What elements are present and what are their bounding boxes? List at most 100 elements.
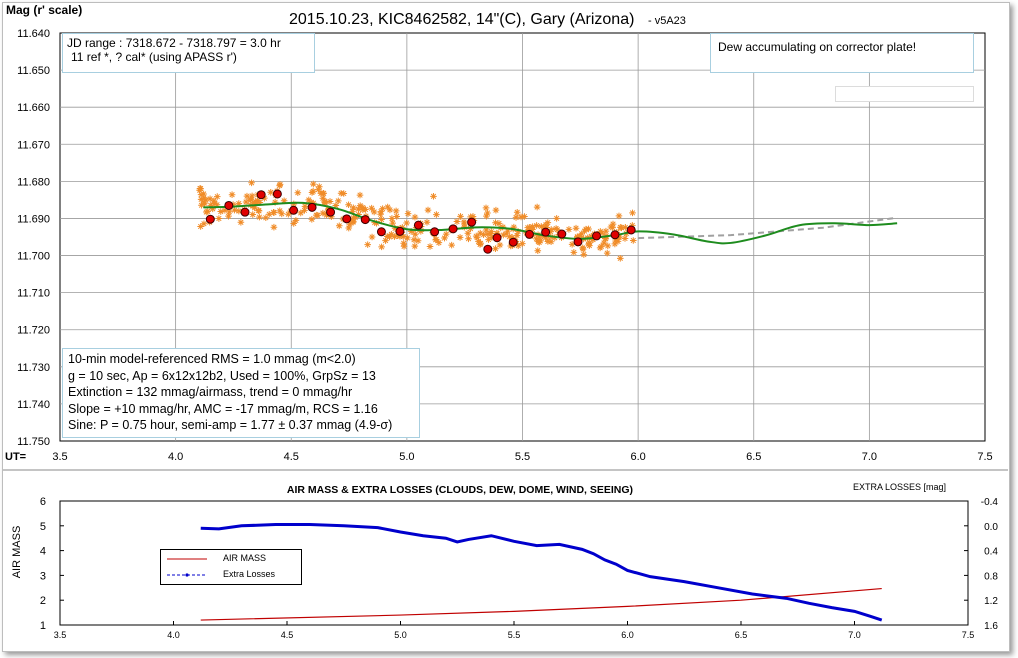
raw-point bbox=[350, 204, 357, 212]
raw-point bbox=[473, 234, 481, 241]
raw-point bbox=[368, 204, 375, 212]
binned-point bbox=[224, 200, 234, 210]
airmass-legend: AIR MASS Extra Losses bbox=[160, 549, 302, 585]
raw-point bbox=[621, 235, 629, 242]
raw-point bbox=[526, 224, 533, 231]
binned-point bbox=[342, 214, 352, 224]
binned-point bbox=[448, 224, 458, 234]
raw-point bbox=[572, 224, 580, 232]
raw-point bbox=[290, 200, 298, 208]
raw-point bbox=[335, 222, 343, 230]
raw-point bbox=[248, 179, 255, 187]
top-y-tick-label: 11.680 bbox=[17, 176, 50, 188]
raw-point bbox=[480, 231, 487, 239]
raw-point bbox=[512, 214, 520, 221]
raw-point bbox=[514, 242, 522, 250]
raw-point bbox=[362, 206, 369, 213]
bottom-x-tick-label: 5.5 bbox=[508, 630, 521, 640]
raw-point bbox=[355, 211, 362, 218]
raw-point bbox=[217, 208, 225, 215]
bottom-y-tick-label: 4 bbox=[40, 546, 46, 558]
raw-point bbox=[448, 241, 455, 249]
binned-point bbox=[240, 207, 250, 217]
raw-point bbox=[319, 194, 327, 202]
legend-losses-label: Extra Losses bbox=[223, 569, 276, 579]
raw-point bbox=[492, 219, 499, 227]
raw-point bbox=[488, 234, 496, 241]
raw-point bbox=[510, 223, 518, 231]
raw-point bbox=[213, 193, 221, 200]
raw-point bbox=[582, 225, 590, 233]
raw-point bbox=[533, 235, 540, 243]
bottom-y-tick-label: 3 bbox=[40, 570, 46, 582]
raw-point bbox=[378, 243, 385, 251]
raw-point bbox=[403, 219, 410, 227]
bottom-y-tick-label: 1 bbox=[40, 620, 46, 632]
raw-point bbox=[580, 251, 588, 258]
binned-point bbox=[492, 233, 502, 243]
raw-point bbox=[426, 243, 434, 250]
raw-point bbox=[231, 206, 238, 214]
bottom-y2-tick-label: -0.4 bbox=[981, 497, 999, 508]
binned-point bbox=[541, 227, 551, 237]
binned-point bbox=[626, 225, 636, 235]
raw-point bbox=[603, 249, 611, 257]
raw-point bbox=[477, 240, 484, 247]
raw-point bbox=[391, 233, 398, 240]
raw-point bbox=[404, 210, 412, 217]
raw-point bbox=[612, 236, 620, 244]
empty-note-box bbox=[835, 86, 974, 102]
stats-slope: Slope = +10 mmag/hr, AMC = -17 mmag/m, R… bbox=[68, 401, 378, 416]
raw-point bbox=[601, 235, 609, 242]
raw-point bbox=[211, 200, 218, 207]
raw-point bbox=[197, 185, 204, 192]
raw-point bbox=[332, 202, 340, 209]
top-x-tick-label: 5.5 bbox=[515, 451, 530, 463]
raw-point bbox=[334, 197, 342, 205]
raw-point bbox=[411, 242, 419, 250]
raw-point bbox=[270, 209, 277, 216]
raw-point bbox=[294, 189, 302, 197]
raw-point bbox=[235, 207, 243, 215]
raw-point bbox=[495, 220, 503, 227]
raw-point bbox=[379, 205, 386, 212]
raw-point bbox=[249, 211, 257, 218]
raw-point bbox=[487, 230, 495, 237]
raw-point bbox=[537, 223, 545, 230]
raw-point bbox=[611, 240, 619, 248]
raw-point bbox=[243, 192, 251, 200]
binned-point bbox=[592, 231, 601, 241]
top-x-axis-label: UT= bbox=[5, 451, 26, 463]
binned-point bbox=[557, 229, 567, 239]
top-x-tick-label: 6.5 bbox=[746, 451, 761, 463]
raw-point bbox=[585, 240, 592, 248]
bottom-y-axis-label: AIR MASS bbox=[11, 526, 23, 579]
raw-point bbox=[280, 197, 288, 205]
bottom-y-tick-label: 6 bbox=[40, 496, 46, 508]
binned-point bbox=[289, 205, 299, 215]
raw-point bbox=[389, 219, 396, 227]
raw-point bbox=[388, 230, 395, 238]
raw-point bbox=[629, 222, 636, 229]
raw-point bbox=[337, 189, 345, 197]
raw-point bbox=[622, 224, 629, 231]
raw-point bbox=[202, 208, 210, 216]
raw-point bbox=[432, 236, 440, 243]
bottom-chart-title: AIR MASS & EXTRA LOSSES (CLOUDS, DEW, DO… bbox=[287, 484, 633, 496]
bottom-y2-axis-label: EXTRA LOSSES [mag] bbox=[853, 482, 946, 492]
raw-point bbox=[614, 238, 622, 245]
raw-point bbox=[384, 203, 391, 211]
raw-point bbox=[534, 238, 542, 245]
raw-point bbox=[388, 215, 396, 222]
raw-point bbox=[382, 237, 389, 244]
raw-point bbox=[204, 208, 212, 215]
raw-point bbox=[345, 201, 352, 209]
raw-point bbox=[349, 208, 356, 215]
raw-point bbox=[197, 196, 205, 203]
raw-point bbox=[267, 189, 275, 196]
raw-point bbox=[373, 219, 380, 227]
raw-point bbox=[629, 209, 636, 217]
legend-losses-marker bbox=[185, 573, 189, 577]
binned-point bbox=[508, 237, 518, 247]
chart-title-version: - v5A23 bbox=[648, 15, 686, 27]
